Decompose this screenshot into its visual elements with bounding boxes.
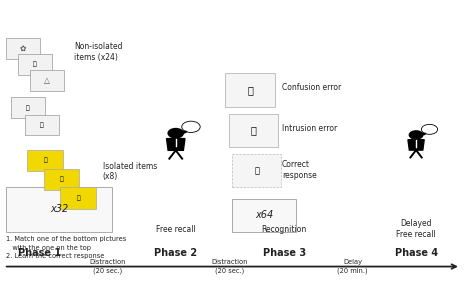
Circle shape <box>168 129 183 138</box>
Bar <box>232 154 281 187</box>
Circle shape <box>421 124 438 134</box>
Text: Intrusion error: Intrusion error <box>282 124 337 133</box>
Polygon shape <box>422 133 426 135</box>
Bar <box>232 199 296 232</box>
Text: Phase 1: Phase 1 <box>18 249 61 258</box>
Bar <box>27 150 63 171</box>
Text: Confusion error: Confusion error <box>282 83 341 92</box>
Circle shape <box>182 121 200 132</box>
Text: (20 sec.): (20 sec.) <box>215 268 245 274</box>
Polygon shape <box>408 140 424 150</box>
Text: x64: x64 <box>255 210 273 220</box>
Text: 🐀: 🐀 <box>247 85 253 95</box>
Text: Distraction: Distraction <box>89 259 126 265</box>
Bar <box>18 54 52 75</box>
Bar <box>44 168 79 190</box>
Text: 🌲: 🌲 <box>40 122 44 128</box>
Text: Phase 4: Phase 4 <box>394 249 438 258</box>
Text: 1. Match one of the bottom pictures
   with the one on the top
2. Learn the corr: 1. Match one of the bottom pictures with… <box>6 236 127 259</box>
Text: (20 sec.): (20 sec.) <box>93 268 122 274</box>
Text: ✿: ✿ <box>20 44 26 53</box>
Text: Correct
response: Correct response <box>282 160 317 180</box>
Polygon shape <box>166 139 185 150</box>
Bar <box>6 187 112 232</box>
Text: △: △ <box>44 76 50 85</box>
Text: 🏠: 🏠 <box>251 125 256 135</box>
Text: Isolated items
(x8): Isolated items (x8) <box>103 162 157 181</box>
Circle shape <box>410 131 423 139</box>
Bar <box>60 187 96 209</box>
Text: 🐀: 🐀 <box>33 62 36 67</box>
Text: 🕯: 🕯 <box>76 195 80 201</box>
Bar <box>6 38 40 59</box>
Text: Recognition: Recognition <box>262 225 307 234</box>
Text: Delay: Delay <box>343 259 362 265</box>
Bar <box>30 70 64 91</box>
Text: Delayed
Free recall: Delayed Free recall <box>396 219 436 239</box>
Bar <box>11 97 45 118</box>
Text: 📷: 📷 <box>43 158 47 163</box>
Text: Free recall: Free recall <box>156 225 196 234</box>
Text: Phase 2: Phase 2 <box>154 249 197 258</box>
Polygon shape <box>182 131 187 133</box>
Text: 🌴: 🌴 <box>26 105 30 111</box>
Text: Non-isolated
items (x24): Non-isolated items (x24) <box>74 42 123 61</box>
Text: (20 min.): (20 min.) <box>337 268 368 274</box>
Text: 🍐: 🍐 <box>60 176 64 182</box>
Text: Phase 3: Phase 3 <box>263 249 306 258</box>
Text: x32: x32 <box>50 205 68 214</box>
Bar <box>25 115 59 135</box>
Bar <box>225 73 275 107</box>
Text: Distraction: Distraction <box>212 259 248 265</box>
Text: 🕯: 🕯 <box>254 166 259 175</box>
Bar <box>228 114 278 147</box>
